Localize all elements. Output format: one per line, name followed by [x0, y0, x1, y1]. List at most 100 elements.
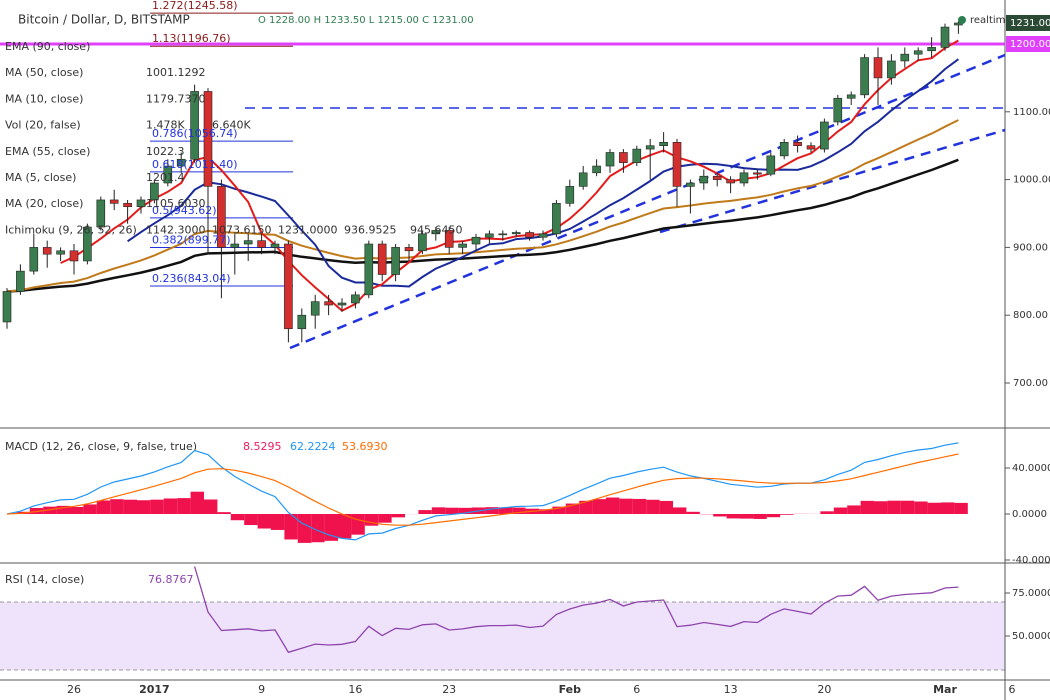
macd-histogram	[673, 507, 687, 514]
macd-histogram	[941, 502, 955, 514]
macd-histogram	[83, 504, 97, 514]
macd-histogram	[431, 507, 446, 514]
x-tick-label: 6	[633, 683, 640, 696]
fib-label: 0.618(1011.40)	[152, 158, 238, 171]
macd-histogram	[204, 499, 218, 514]
x-tick-label: 13	[724, 683, 738, 696]
macd-histogram	[391, 514, 405, 518]
candle-body	[29, 247, 39, 272]
legend-value: 1105.6030	[146, 197, 206, 210]
macd-histogram	[257, 514, 271, 529]
macd-histogram	[927, 502, 941, 514]
legend-value: 1179.7370	[146, 92, 206, 105]
legend-value: 1142.3000	[146, 223, 206, 236]
macd-histogram	[498, 507, 513, 514]
candle-body	[42, 247, 52, 255]
legend-value: 1001.1292	[146, 66, 206, 79]
candle-body	[56, 250, 65, 255]
candle-body	[873, 57, 883, 79]
fib-label: 1.272(1245.58)	[152, 0, 238, 12]
candle-body	[351, 294, 360, 304]
candle-body	[686, 182, 695, 187]
main-pane	[0, 12, 1005, 343]
candle-body	[940, 26, 950, 48]
macd-histogram	[552, 506, 566, 514]
macd-histogram	[418, 510, 432, 514]
x-tick-label: 6	[1009, 683, 1016, 696]
legend-name: EMA (90, close)	[5, 40, 90, 53]
macd-histogram	[137, 500, 151, 514]
price-badge	[1006, 14, 1050, 31]
trend-line	[659, 128, 1006, 234]
macd-histogram	[445, 507, 459, 514]
candle-body	[310, 301, 320, 316]
candle-body	[565, 186, 575, 204]
candle-body	[525, 232, 534, 238]
macd-histogram	[860, 500, 874, 514]
macd-histogram	[297, 514, 312, 543]
macd-value: 8.5295	[243, 440, 282, 453]
rsi-value: 76.8767	[148, 573, 194, 586]
candle-body	[538, 233, 548, 238]
rsi-label: RSI (14, close)	[5, 573, 84, 586]
macd-histogram	[592, 499, 606, 514]
y-tick-label: 800.00	[1013, 310, 1048, 321]
macd-value: 53.6930	[342, 440, 388, 453]
macd-histogram	[163, 498, 178, 514]
candle-body	[900, 53, 910, 62]
trend-line	[289, 53, 1006, 350]
candle-body	[887, 60, 896, 79]
candle-body	[913, 50, 923, 55]
macd-histogram	[123, 499, 137, 514]
price-label: 1231.00	[1010, 18, 1050, 29]
macd-histogram	[364, 514, 379, 526]
candle-body	[766, 155, 776, 175]
macd-histogram	[900, 500, 915, 514]
macd-histogram	[887, 500, 901, 514]
candle-body	[217, 186, 226, 248]
candle-body	[927, 47, 936, 52]
macd-histogram	[579, 500, 593, 514]
macd-tick-label: 0.0000	[1012, 509, 1047, 520]
ohlc: O 1228.00 H 1233.50 L 1215.00 C 1231.00	[258, 15, 474, 26]
rsi-tick-label: 75.0000	[1012, 588, 1050, 599]
candle-body	[391, 247, 400, 275]
candle-body	[431, 230, 441, 235]
macd-histogram	[378, 514, 392, 523]
candle-body	[257, 240, 266, 248]
candle-body	[498, 233, 508, 236]
candle-body	[404, 247, 414, 252]
macd-label: MACD (12, 26, close, 9, false, true)	[5, 440, 197, 453]
candle-body	[190, 91, 199, 160]
legend-value: 1.478K	[146, 119, 185, 132]
candle-body	[270, 243, 280, 248]
macd-value: 62.2224	[290, 440, 336, 453]
macd-histogram	[244, 514, 258, 525]
candle-body	[337, 302, 347, 306]
legend-name: Vol (20, false)	[5, 119, 81, 132]
candle-body	[753, 172, 762, 175]
candle-body	[659, 142, 668, 146]
macd-histogram	[646, 499, 660, 514]
candle-body	[860, 57, 869, 96]
ema-line	[6, 119, 959, 293]
candle-body	[699, 175, 709, 184]
candle-body	[284, 243, 293, 330]
candle-body	[458, 243, 467, 248]
macd-histogram	[311, 514, 325, 543]
candle-body	[418, 233, 427, 252]
candle-body	[16, 270, 25, 292]
x-tick-label: Feb	[559, 683, 582, 696]
candle-body	[592, 165, 601, 174]
macd-histogram	[150, 499, 164, 514]
macd-histogram	[512, 507, 526, 514]
macd-histogram	[190, 491, 204, 514]
candle-body	[96, 199, 106, 228]
candle-body	[485, 233, 494, 238]
candle-body	[672, 142, 682, 187]
macd-histogram	[458, 507, 472, 514]
macd-histogram	[954, 502, 968, 514]
candle-body	[820, 121, 829, 150]
